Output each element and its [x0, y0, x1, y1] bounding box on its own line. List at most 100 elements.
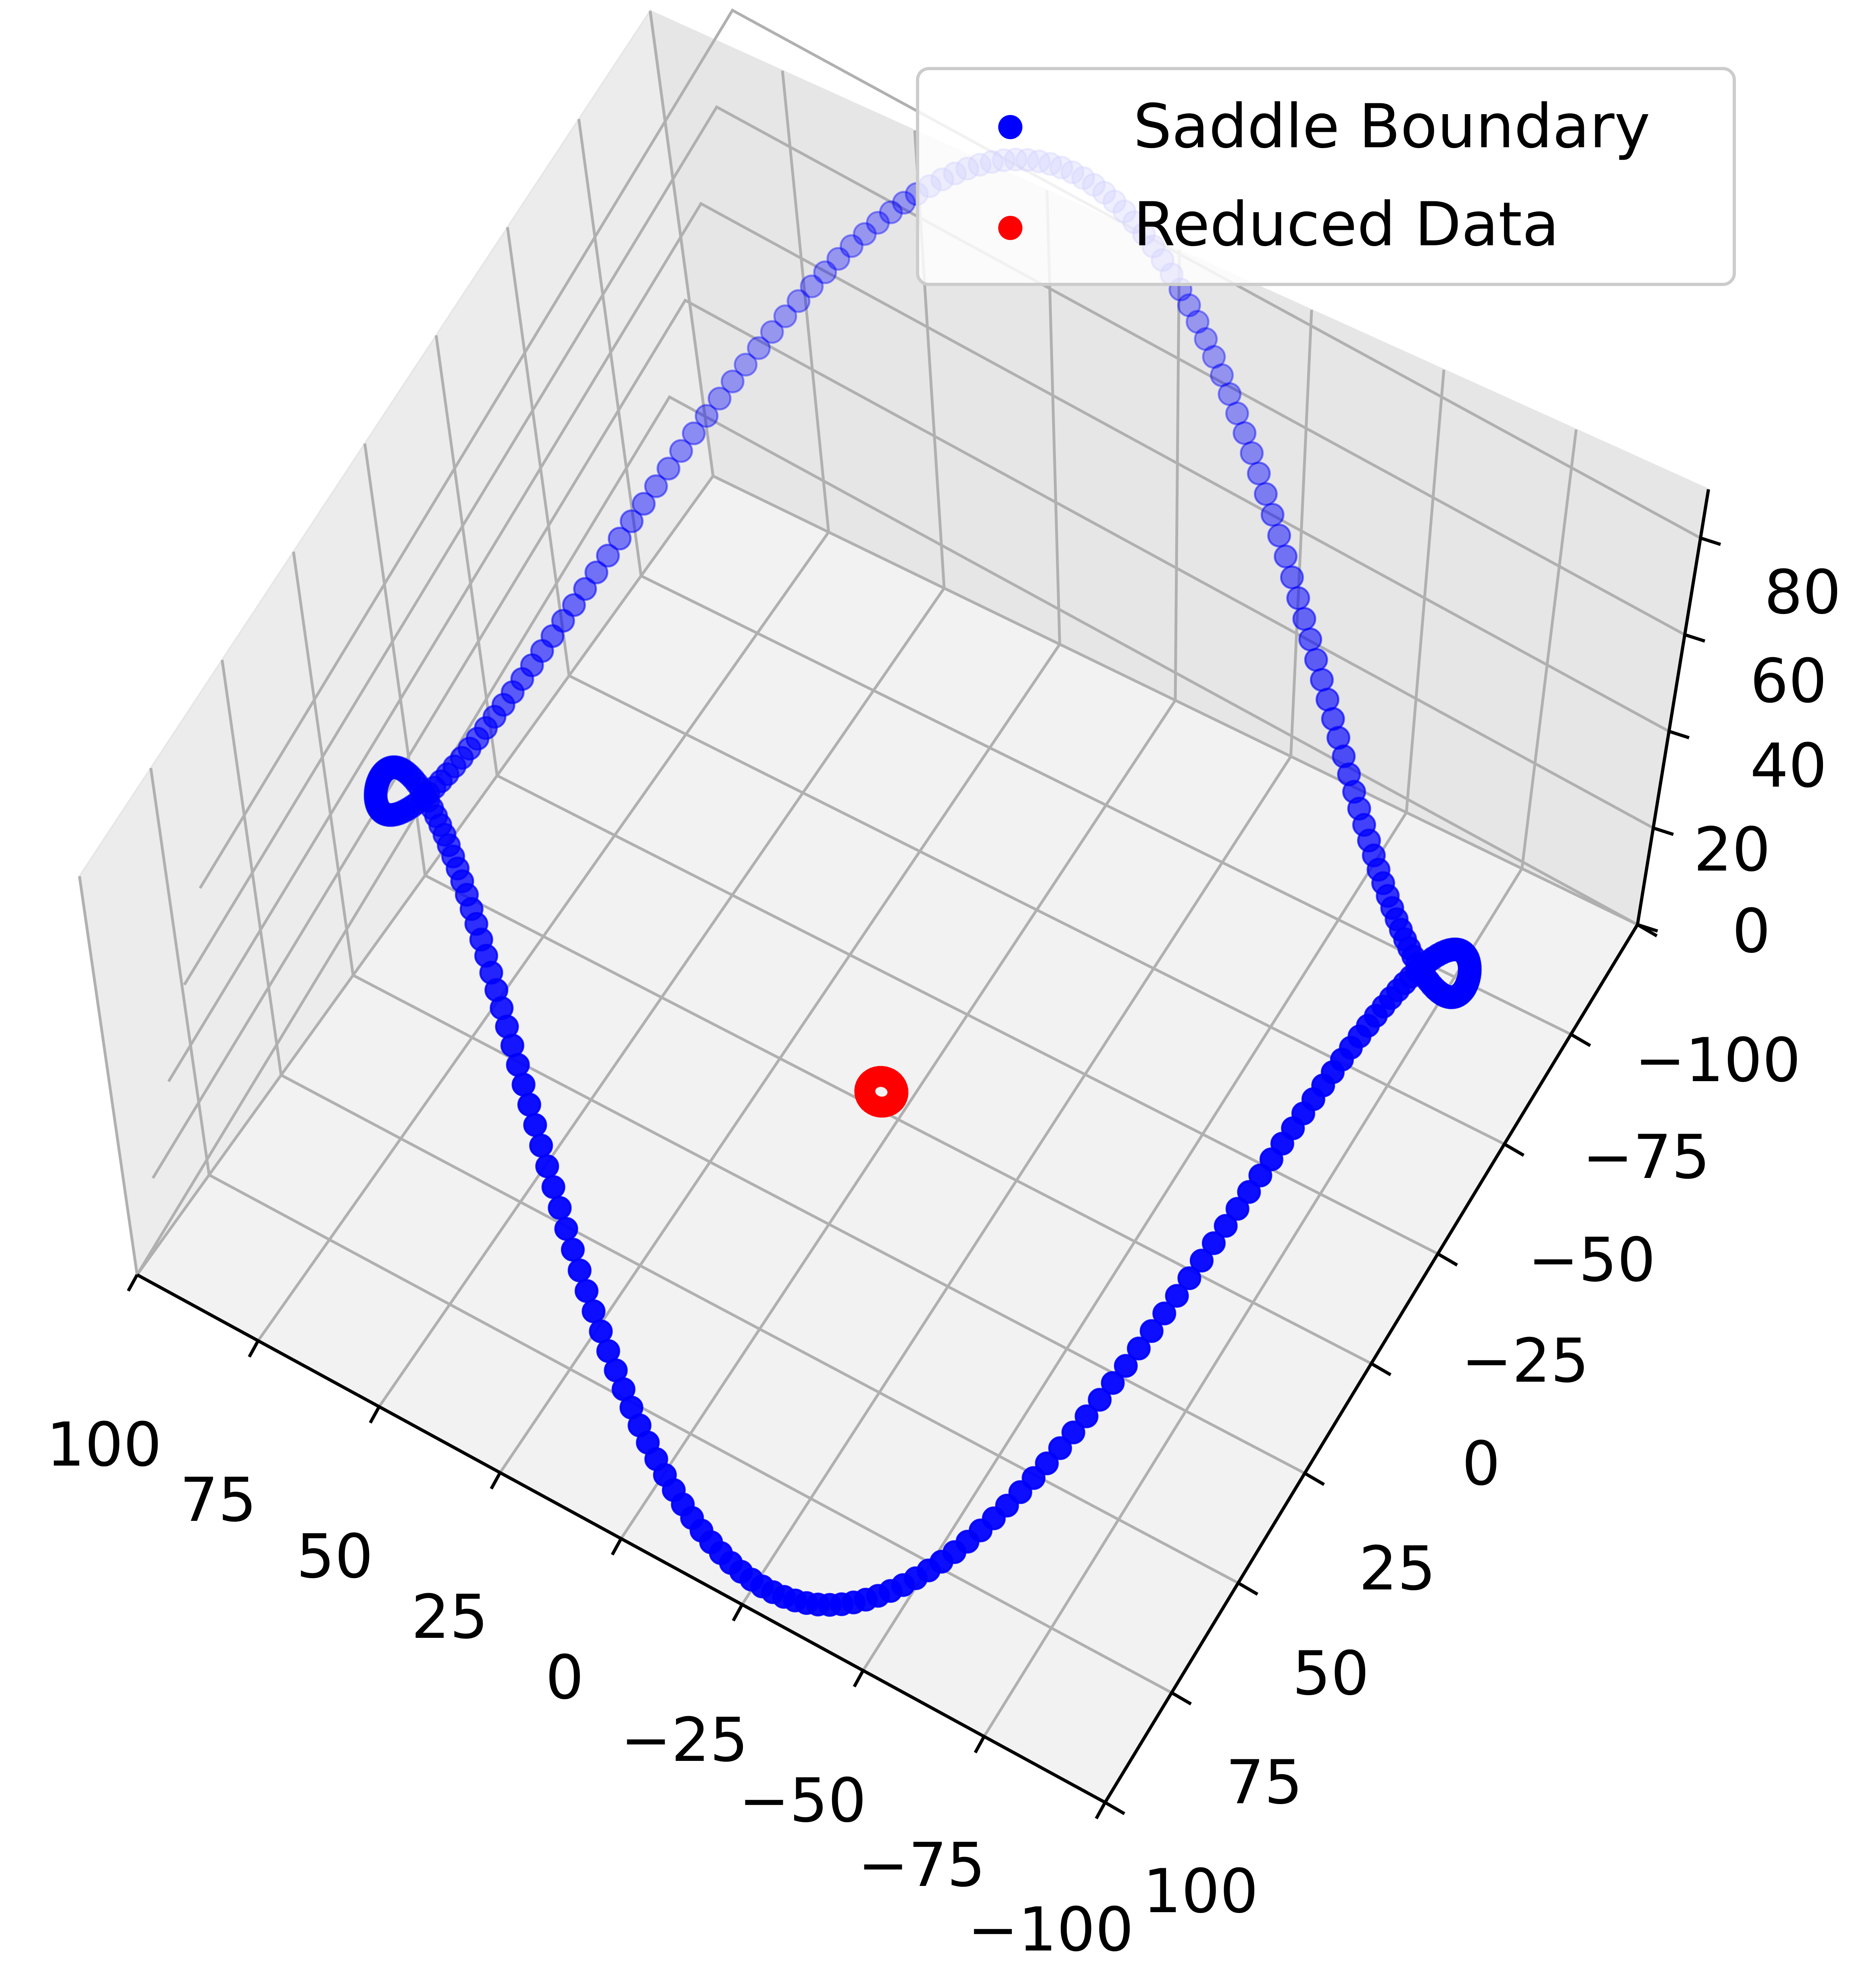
saddle-boundary-point — [500, 1034, 524, 1058]
x-tick-label: 75 — [180, 1465, 257, 1535]
x-tick-label: −50 — [739, 1766, 867, 1836]
saddle-boundary-point — [582, 1299, 606, 1323]
floor-gridline — [741, 756, 1292, 1606]
saddle-boundary-point — [584, 560, 609, 585]
saddle-boundary-point — [760, 320, 784, 344]
saddle-boundary-point — [1088, 1388, 1112, 1412]
floor-gridline — [983, 868, 1523, 1737]
x-tick-label: 25 — [411, 1582, 488, 1652]
floor-gridline — [496, 774, 1439, 1255]
wall-gridline — [1174, 250, 1181, 701]
saddle-boundary-point — [1201, 1231, 1226, 1255]
x-tick-label: 100 — [46, 1410, 162, 1480]
saddle-boundary-point — [656, 457, 680, 481]
saddle-boundary-point — [1061, 1420, 1085, 1445]
saddle-boundary-point — [529, 1134, 553, 1158]
x-tick-mark — [127, 1274, 139, 1292]
y-tick-label: 0 — [1462, 1429, 1500, 1499]
saddle-boundary-point — [1152, 1301, 1176, 1326]
saddle-boundary-point — [1177, 293, 1201, 317]
saddle-boundary-point — [1315, 687, 1339, 712]
saddle-boundary-point — [1310, 668, 1334, 692]
wall-gridline — [78, 876, 139, 1275]
z-tick-label: 60 — [1750, 646, 1827, 716]
x-tick-mark — [732, 1604, 744, 1622]
wall-gridline — [149, 768, 211, 1175]
saddle-boundary-point — [826, 247, 851, 271]
saddle-boundary-point — [1254, 482, 1278, 506]
saddle-boundary-point — [1304, 648, 1328, 672]
saddle-boundary-point — [1225, 401, 1249, 426]
x-tick-label: −25 — [621, 1705, 749, 1775]
saddle-boundary-point — [879, 200, 903, 224]
saddle-boundary-point — [632, 492, 656, 516]
saddle-boundary-point — [517, 1092, 541, 1117]
saddle-boundary-point — [707, 386, 732, 411]
floor-gridline — [424, 874, 1372, 1365]
saddle-boundary-point — [813, 260, 837, 284]
saddle-boundary-point — [523, 1113, 547, 1137]
z-tick-label: 80 — [1764, 558, 1841, 628]
x-tick-mark — [369, 1406, 381, 1424]
saddle-boundary-point — [786, 289, 811, 313]
saddle-boundary-point — [1048, 1436, 1072, 1460]
saddle-boundary-point — [892, 191, 916, 215]
saddle-boundary-point — [1240, 441, 1264, 465]
x-tick-mark — [1095, 1802, 1107, 1819]
saddle-boundary-point — [596, 543, 620, 568]
saddle-boundary-point — [589, 1319, 613, 1343]
legend-box — [916, 67, 1736, 286]
wall-gridline — [577, 119, 642, 576]
saddle-boundary-point — [747, 336, 771, 360]
saddle-boundary-point — [1233, 421, 1257, 445]
saddle-boundary-point — [644, 474, 668, 498]
saddle-boundary-point — [1280, 565, 1304, 589]
saddle-boundary-point — [800, 274, 824, 299]
saddle-boundary-point — [1260, 503, 1285, 527]
y-tick-label: 75 — [1226, 1748, 1303, 1818]
x-tick-label: 50 — [296, 1522, 373, 1592]
saddle-boundary-point — [853, 222, 877, 246]
z-tick-mark — [1637, 923, 1658, 933]
saddle-boundary-point — [535, 1154, 559, 1178]
y-tick-mark — [1437, 1252, 1458, 1267]
saddle-boundary-point — [734, 353, 758, 377]
x-tick-mark — [490, 1472, 502, 1490]
wall-gridline — [1521, 429, 1578, 869]
z-tick-mark — [1668, 729, 1690, 739]
saddle-boundary-point — [554, 1217, 578, 1241]
saddle-boundary-point — [1202, 345, 1226, 369]
saddle-boundary-point — [1022, 1466, 1046, 1490]
saddle-boundary-point — [1237, 1180, 1261, 1204]
x-tick-mark — [248, 1340, 260, 1358]
floor-gridline — [712, 474, 1638, 926]
saddle-boundary-point — [1194, 327, 1218, 351]
wall-gridline — [649, 10, 715, 476]
z-tick-mark — [1700, 536, 1721, 546]
legend-marker-saddle-boundary — [998, 115, 1022, 139]
saddle-boundary-point — [1214, 1214, 1238, 1238]
legend-label-saddle-boundary: Saddle Boundary — [1133, 92, 1650, 162]
x-tick-mark — [853, 1670, 865, 1687]
saddle-boundary-point — [1074, 1404, 1099, 1428]
saddle-boundary-point — [548, 1196, 572, 1220]
wall-gridline — [292, 551, 355, 975]
saddle-boundary-point — [1101, 1371, 1125, 1395]
saddle-boundary-point — [866, 211, 890, 235]
y-tick-mark — [1570, 1033, 1591, 1047]
y-tick-label: −50 — [1528, 1225, 1656, 1295]
wall-gridline — [434, 335, 499, 776]
saddle-boundary-point — [1189, 1249, 1214, 1273]
axis-ticks — [127, 536, 1721, 1819]
saddle-boundary-point — [1185, 310, 1210, 334]
z-tick-label: 0 — [1732, 896, 1771, 967]
saddle-boundary-point — [1114, 1354, 1138, 1378]
x-tick-label: −100 — [968, 1895, 1134, 1965]
saddle-boundary-point — [1218, 382, 1242, 406]
y-tick-mark — [1237, 1581, 1259, 1596]
wall-gridline — [506, 227, 571, 676]
reduced-data-point — [857, 1071, 879, 1092]
saddle-boundary-point — [573, 577, 597, 601]
saddle-boundary-point — [1225, 1197, 1249, 1221]
x-tick-label: 0 — [545, 1643, 584, 1713]
